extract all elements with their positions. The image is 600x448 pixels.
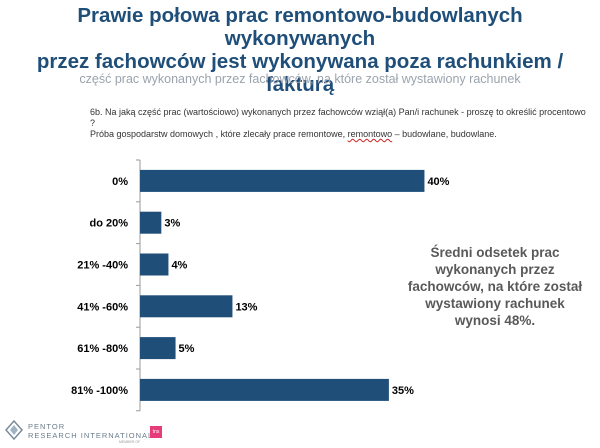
bar	[140, 211, 162, 234]
callout-line-3: fachowców, na które został	[407, 279, 583, 294]
category-label: 21% -40%	[77, 260, 128, 272]
pentor-logo: PENTOR RESEARCH INTERNATIONAL MEMBER OF …	[4, 418, 204, 444]
chart-subtitle: część prac wykonanych przez fachowców, n…	[79, 72, 521, 86]
tns-badge-icon: tns	[150, 426, 162, 438]
value-label: 40%	[427, 176, 449, 188]
logo-text-pentor: PENTOR	[28, 422, 66, 431]
category-label: 41% -60%	[77, 301, 128, 313]
value-label: 5%	[179, 343, 195, 355]
question-line-1: 6b. Na jaką część prac (wartościowo) wyk…	[90, 107, 586, 128]
category-label: do 20%	[89, 218, 128, 230]
title-line-2: przez fachowców jest wykonywana poza rac…	[36, 50, 564, 96]
value-label: 3%	[164, 218, 180, 230]
callout-line-5: wynosi 48%.	[454, 313, 536, 328]
bar	[140, 337, 176, 360]
value-label: 13%	[235, 301, 257, 313]
category-labels: 0% do 20% 21% -40% 41% -60% 61% -80% 81% -100…	[71, 176, 128, 397]
question-line-2-start: Próba gospodarstw domowych , które zleca…	[90, 129, 348, 139]
callout-line-1: Średni odsetek prac	[430, 245, 560, 260]
value-label: 35%	[392, 385, 414, 397]
bar	[140, 253, 169, 276]
value-label: 4%	[171, 260, 187, 272]
callout-line-4: wystawiony rachunek	[425, 296, 565, 311]
title-line-1: Prawie połowa prac remontowo-budowlanych…	[77, 4, 523, 50]
category-label: 0%	[112, 176, 128, 188]
logo-text-research: RESEARCH INTERNATIONAL	[28, 431, 154, 440]
category-label: 61% -80%	[77, 343, 128, 355]
bar	[140, 295, 233, 318]
average-callout: Średni odsetek prac wykonanych przez fac…	[400, 244, 590, 329]
bars-group	[140, 169, 425, 401]
callout-line-2: wykonanych przez	[435, 262, 555, 277]
chart-title: Prawie połowa prac remontowo-budowlanych…	[0, 4, 600, 96]
question-line-2: Próba gospodarstw domowych , które zleca…	[90, 129, 590, 140]
pentor-logo-icon	[4, 420, 24, 440]
survey-question: 6b. Na jaką część prac (wartościowo) wyk…	[90, 107, 590, 140]
logo-member-text: MEMBER OF	[119, 440, 141, 444]
bar	[140, 169, 425, 192]
question-underlined-word: remontowo	[347, 129, 393, 139]
value-labels: 40% 3% 4% 13% 5% 35%	[164, 176, 449, 397]
bar	[140, 378, 389, 401]
question-line-2-end: – budowlane, budowlane.	[392, 129, 497, 139]
y-axis-ticks	[136, 159, 140, 412]
category-label: 81% -100%	[71, 385, 128, 397]
